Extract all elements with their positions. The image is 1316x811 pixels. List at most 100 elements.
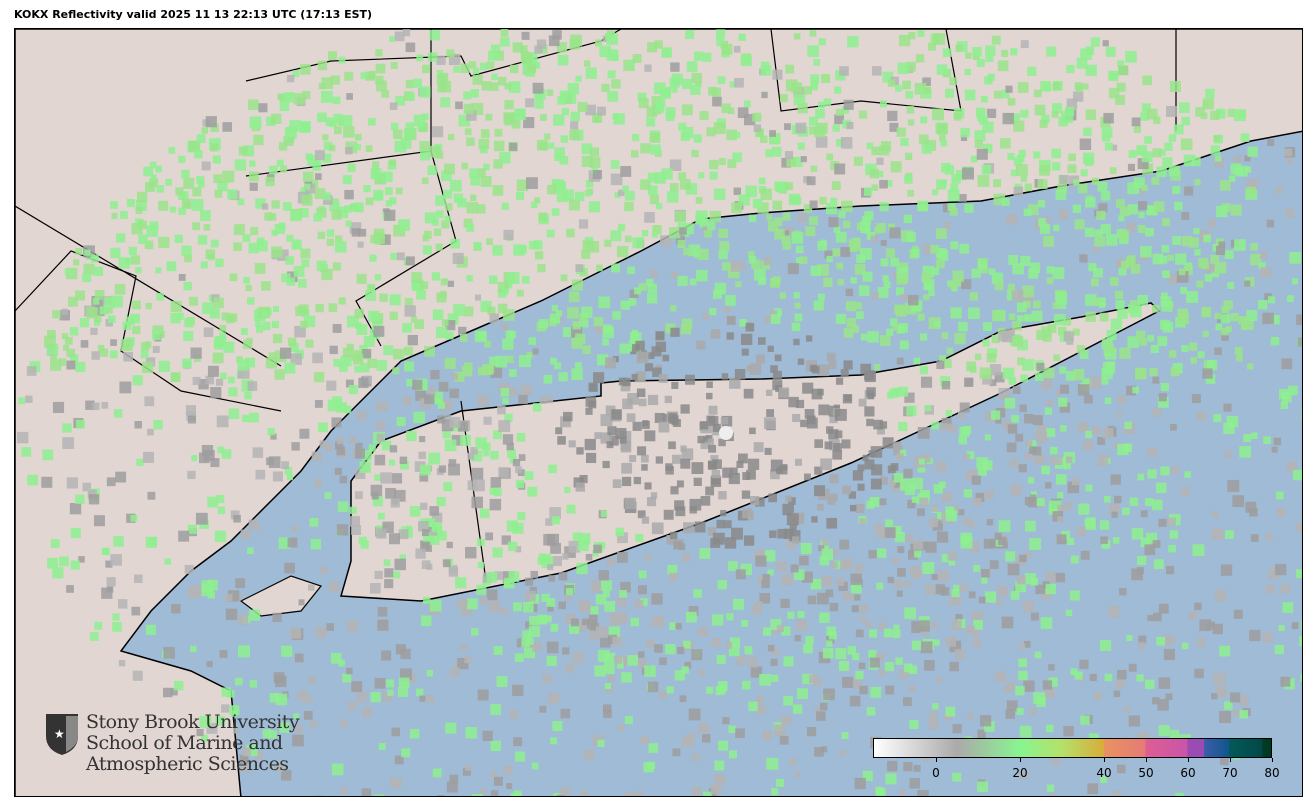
radar-cell	[1147, 205, 1158, 216]
radar-cell	[405, 256, 415, 266]
radar-cell	[959, 402, 970, 413]
radar-cell	[712, 96, 722, 107]
radar-cell	[1141, 151, 1153, 163]
radar-cell	[178, 530, 190, 542]
radar-cell	[593, 116, 601, 124]
radar-cell	[376, 360, 388, 371]
radar-cell	[608, 626, 621, 638]
radar-cell	[1175, 792, 1184, 796]
radar-cell	[444, 439, 457, 452]
radar-cell	[451, 434, 463, 446]
radar-cell	[948, 559, 956, 566]
radar-cell	[1244, 280, 1251, 287]
radar-cell	[855, 671, 864, 680]
radar-cell	[1281, 392, 1292, 403]
radar-cell	[1079, 659, 1089, 670]
radar-cell	[290, 209, 302, 222]
radar-cell	[381, 650, 392, 661]
radar-cell	[368, 71, 376, 78]
radar-cell	[1245, 501, 1257, 513]
radar-cell	[717, 681, 728, 692]
radar-cell	[534, 197, 541, 204]
radar-cell	[830, 561, 838, 569]
radar-cell	[1176, 271, 1189, 283]
radar-cell	[1052, 267, 1065, 280]
radar-cell	[1263, 436, 1271, 444]
radar-cell	[497, 76, 507, 86]
radar-map[interactable]	[14, 28, 1303, 797]
radar-cell	[1053, 314, 1066, 326]
radar-cell	[772, 69, 783, 80]
radar-cell	[817, 264, 829, 276]
radar-cell	[814, 466, 823, 475]
radar-cell	[691, 753, 700, 762]
radar-cell	[245, 357, 256, 368]
radar-cell	[682, 78, 693, 90]
radar-cell	[917, 789, 929, 796]
radar-cell	[636, 388, 646, 398]
radar-cell	[847, 593, 855, 601]
radar-cell	[187, 524, 197, 534]
radar-cell	[736, 655, 746, 666]
radar-cell	[170, 206, 177, 213]
radar-cell	[825, 589, 834, 598]
radar-cell	[334, 467, 342, 475]
radar-cell	[1017, 82, 1029, 93]
radar-cell	[894, 531, 905, 543]
radar-cell	[606, 441, 614, 449]
radar-cell	[465, 546, 477, 559]
radar-cell	[210, 123, 219, 133]
radar-cell	[1219, 180, 1231, 191]
radar-cell	[957, 411, 966, 419]
radar-cell	[719, 241, 730, 252]
radar-cell	[655, 621, 662, 628]
radar-cell	[435, 210, 444, 219]
radar-cell	[326, 380, 337, 391]
radar-cell	[702, 52, 712, 62]
radar-cell	[895, 657, 903, 665]
radar-cell	[1286, 157, 1293, 164]
radar-cell	[780, 598, 790, 608]
radar-cell	[488, 600, 501, 613]
radar-cell	[767, 644, 775, 652]
radar-cell	[1029, 708, 1037, 716]
radar-cell	[220, 372, 227, 380]
radar-cell	[889, 227, 901, 239]
radar-cell	[668, 227, 681, 239]
radar-cell	[813, 59, 821, 66]
radar-cell	[200, 210, 211, 221]
radar-cell	[513, 790, 522, 796]
radar-cell	[949, 207, 958, 216]
radar-cell	[625, 791, 638, 796]
radar-cell	[248, 242, 260, 254]
radar-cell	[952, 584, 960, 592]
colorbar-tick-mark	[1188, 758, 1189, 762]
radar-cell	[420, 502, 428, 510]
radar-cell	[412, 379, 423, 390]
radar-cell	[686, 611, 697, 623]
radar-cell	[759, 592, 771, 604]
radar-cell	[389, 311, 398, 320]
radar-cell	[515, 479, 525, 489]
radar-cell	[271, 320, 280, 329]
radar-cell	[770, 459, 783, 472]
radar-cell	[1195, 107, 1205, 117]
radar-cell	[965, 469, 978, 481]
radar-cell	[451, 373, 458, 380]
radar-cell	[746, 469, 756, 480]
radar-cell	[1108, 503, 1120, 515]
radar-cell	[165, 178, 173, 186]
radar-cell	[826, 626, 836, 636]
radar-cell	[691, 72, 703, 84]
radar-cell	[871, 292, 879, 300]
radar-cell	[1205, 262, 1216, 273]
radar-cell	[567, 82, 580, 95]
radar-cell	[367, 358, 377, 369]
radar-cell	[585, 452, 597, 464]
radar-cell	[963, 489, 973, 498]
radar-cell	[324, 492, 332, 499]
radar-cell	[1119, 587, 1127, 596]
radar-cell	[205, 116, 217, 128]
radar-cell	[515, 108, 525, 118]
radar-cell	[755, 497, 765, 507]
